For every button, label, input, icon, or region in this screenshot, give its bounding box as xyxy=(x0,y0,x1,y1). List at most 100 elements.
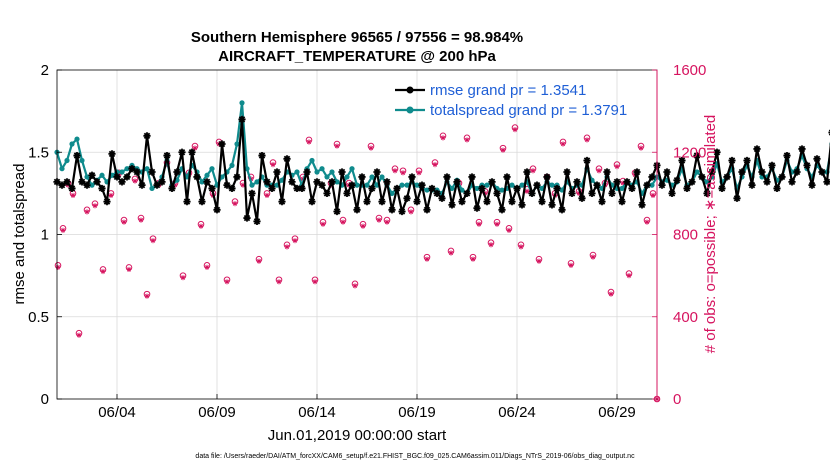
rmse-point xyxy=(128,165,136,173)
chart-title-line1: Southern Hemisphere 96565 / 97556 = 98.9… xyxy=(191,29,523,46)
spread-point xyxy=(519,182,525,188)
spread-point xyxy=(399,182,405,188)
obs-assimilated-point xyxy=(292,238,298,244)
rmse-point xyxy=(188,148,196,156)
rmse-point xyxy=(248,189,256,197)
obs-assimilated-point xyxy=(568,262,574,268)
obs-assimilated-point xyxy=(192,145,198,151)
obs-assimilated-point xyxy=(76,332,82,338)
rmse-point xyxy=(803,161,811,170)
rmse-point xyxy=(483,198,491,206)
rmse-point xyxy=(358,173,366,181)
rmse-point xyxy=(523,168,531,176)
rmse-point xyxy=(513,184,521,193)
obs-assimilated-point xyxy=(506,227,512,233)
legend: rmse grand pr = 1.3541 totalspread grand… xyxy=(395,82,627,119)
rmse-point xyxy=(708,168,716,176)
rmse-point xyxy=(438,194,446,202)
rmse-layer xyxy=(53,115,830,225)
rmse-point xyxy=(823,178,830,186)
data-file-footer: data file: /Users/raeder/DAI/ATM_forcXX/… xyxy=(195,453,635,460)
rmse-point xyxy=(63,178,71,186)
rmse-point xyxy=(73,151,81,160)
spread-point xyxy=(119,169,125,175)
rmse-point xyxy=(533,181,541,189)
obs-assimilated-point xyxy=(224,279,230,285)
rmse-point xyxy=(768,161,776,170)
rmse-point xyxy=(568,189,576,197)
rmse-point xyxy=(338,168,346,176)
rmse-point xyxy=(103,198,111,206)
obs-assimilated-point xyxy=(416,170,422,176)
obs-assimilated-point xyxy=(608,291,614,297)
rmse-point xyxy=(313,178,321,186)
obs-assimilated-point xyxy=(464,137,470,143)
y-tick-label-left: 2 xyxy=(41,62,49,79)
rmse-point xyxy=(498,206,506,214)
rmse-point xyxy=(223,181,231,189)
spread-point xyxy=(474,185,480,192)
rmse-point xyxy=(193,173,201,181)
obs-assimilated-point xyxy=(92,203,98,209)
rmse-point xyxy=(293,184,301,193)
rmse-point xyxy=(423,206,431,214)
rmse-point xyxy=(478,184,486,193)
rmse-point xyxy=(528,189,536,197)
spread-point xyxy=(249,182,255,188)
obs-assimilated-point xyxy=(488,242,494,248)
rmse-point xyxy=(673,176,681,184)
rmse-point xyxy=(113,173,121,181)
rmse-point xyxy=(163,151,171,160)
spread-point xyxy=(204,172,210,178)
rmse-point xyxy=(648,173,656,181)
rmse-point xyxy=(473,204,481,212)
x-tick-label: 06/19 xyxy=(398,404,436,421)
rmse-point xyxy=(518,201,526,209)
spread-point xyxy=(649,182,655,188)
spread-point xyxy=(509,182,515,188)
spread-point xyxy=(69,141,75,147)
rmse-point xyxy=(683,184,691,193)
rmse-point xyxy=(283,155,291,163)
rmse-point xyxy=(453,178,461,186)
rmse-point xyxy=(178,148,186,156)
rmse-point xyxy=(303,168,311,176)
rmse-point xyxy=(353,206,361,214)
obs-assimilated-point xyxy=(276,279,282,285)
x-axis-label: Jun.01,2019 00:00:00 start xyxy=(268,427,447,444)
rmse-point xyxy=(458,198,466,206)
obs-assimilated-point xyxy=(306,139,312,145)
rmse-point xyxy=(563,168,571,176)
obs-assimilated-point xyxy=(400,170,406,176)
rmse-point xyxy=(148,168,156,176)
spread-point xyxy=(499,187,505,193)
rmse-point xyxy=(553,184,561,193)
obs-assimilated-point xyxy=(65,182,71,188)
rmse-point xyxy=(593,181,601,189)
obs-assimilated-point xyxy=(392,168,398,174)
rmse-point xyxy=(253,217,261,225)
obs-assimilated-point xyxy=(100,268,106,275)
obs-assimilated-point xyxy=(424,256,430,262)
y-axis-label-right: # of obs: o=possible; ∗=assimilated xyxy=(702,115,719,354)
spread-point xyxy=(239,100,245,106)
rmse-point xyxy=(78,178,86,186)
rmse-point xyxy=(488,178,496,186)
y-tick-label-right: 1600 xyxy=(673,62,706,79)
rmse-point xyxy=(203,178,211,186)
obs-assimilated-point xyxy=(626,273,632,279)
obs-assimilated-point xyxy=(590,254,596,260)
x-tick-label: 06/24 xyxy=(498,404,536,421)
y-tick-label-right: 800 xyxy=(673,227,698,244)
rmse-point xyxy=(663,168,671,176)
spread-point xyxy=(484,182,490,188)
axis-ticks: 06/04 06/09 06/14 06/19 06/24 06/29 0 0.5 1 1.5 2 0… xyxy=(28,62,706,421)
rmse-point xyxy=(263,178,271,186)
rmse-point xyxy=(618,198,626,206)
spread-point xyxy=(619,185,625,192)
rmse-point xyxy=(678,156,686,165)
rmse-point xyxy=(503,173,511,181)
rmse-point xyxy=(373,168,381,176)
obs-assimilated-point xyxy=(536,258,542,264)
rmse-point xyxy=(198,198,206,206)
